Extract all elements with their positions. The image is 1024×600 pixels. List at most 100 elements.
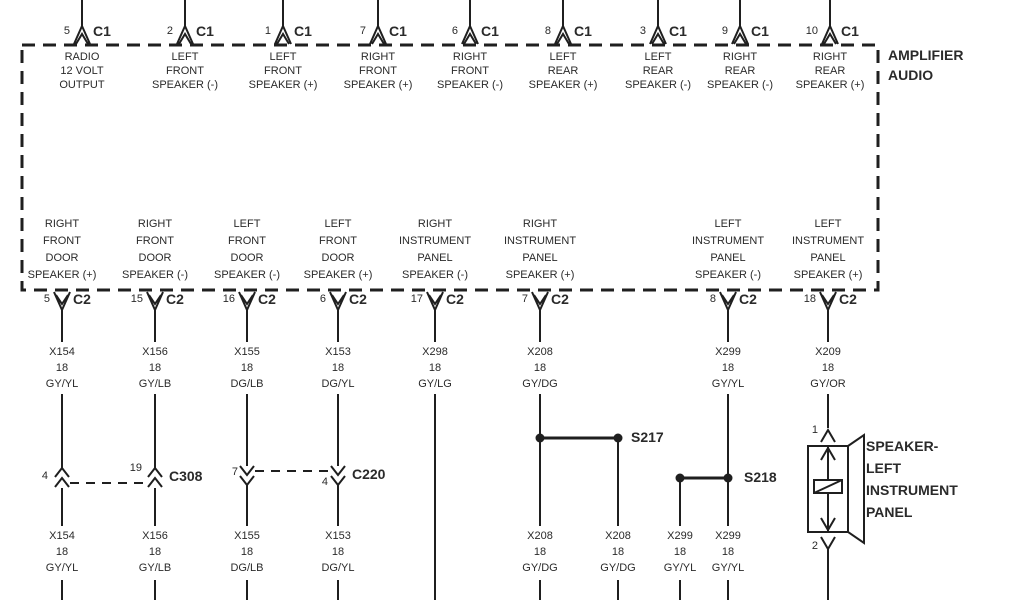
label-line: SPEAKER (+) <box>303 269 373 281</box>
wire-x299-splice-s218 <box>679 394 729 600</box>
speaker-title-line: SPEAKER- <box>866 438 939 454</box>
label-line: PANEL <box>417 252 453 264</box>
wire-color: GY/DG <box>600 562 636 574</box>
wire-color: DG/YL <box>321 562 355 574</box>
amplifier-title-line: AMPLIFIER <box>888 47 964 63</box>
wire-gauge: 18 <box>55 546 69 558</box>
wire-x208-splice-s217 <box>539 394 619 600</box>
wire-gauge: 18 <box>533 546 547 558</box>
s217-name: S217 <box>631 429 664 445</box>
wire-gauge: 18 <box>331 362 345 374</box>
c2-terminal-label-5: RIGHT INSTRUMENT PANEL SPEAKER (+) <box>485 216 595 284</box>
c1-pin-4: 6 <box>451 25 458 37</box>
label-line: SPEAKER (+) <box>343 79 413 91</box>
wire-color: DG/LB <box>230 562 264 574</box>
wire-label-lower-1: X156 18 GY/LB <box>115 528 195 576</box>
c2-pin-2: 16 <box>222 293 235 305</box>
wire-gauge: 18 <box>533 362 547 374</box>
label-line: 12 VOLT <box>60 65 104 77</box>
c2-terminal-label-4: RIGHT INSTRUMENT PANEL SPEAKER (-) <box>380 216 490 284</box>
wire-color: GY/LB <box>138 562 172 574</box>
label-line: SPEAKER (-) <box>624 79 691 91</box>
label-line: PANEL <box>810 252 846 264</box>
wire-label-upper-0: X154 18 GY/YL <box>22 344 102 392</box>
c2-terminal-label-3: LEFT FRONT DOOR SPEAKER (+) <box>283 216 393 284</box>
circuit-number: X153 <box>325 346 351 358</box>
wire-label-upper-2: X155 18 DG/LB <box>207 344 287 392</box>
wire-label-lower-6: X299 18 GY/YL <box>640 528 720 576</box>
c308-chevron-icon <box>54 466 70 488</box>
label-line: LEFT <box>171 51 199 63</box>
label-line: INSTRUMENT <box>791 235 865 247</box>
c2-pin-3: 6 <box>319 293 326 305</box>
c2-pin-0: 5 <box>43 293 50 305</box>
c1-name-1: C1 <box>196 23 214 39</box>
wire-gauge: 18 <box>821 362 835 374</box>
wire-label-upper-4: X298 18 GY/LG <box>395 344 475 392</box>
c2-name-0: C2 <box>73 291 91 307</box>
wire-label-upper-3: X153 18 DG/YL <box>298 344 378 392</box>
label-line: SPEAKER (-) <box>706 79 773 91</box>
label-line: FRONT <box>451 65 489 77</box>
circuit-number: X299 <box>667 530 693 542</box>
wire-color: GY/LG <box>418 378 452 390</box>
wire-color: GY/DG <box>522 562 558 574</box>
circuit-number: X299 <box>715 346 741 358</box>
c1-name-0: C1 <box>93 23 111 39</box>
label-line: SPEAKER (-) <box>401 269 468 281</box>
c2-name-3: C2 <box>349 291 367 307</box>
label-line: LEFT <box>714 218 742 230</box>
speaker-title-line: INSTRUMENT <box>866 482 958 498</box>
speaker-pin2-chevron-icon <box>820 536 836 551</box>
label-line: FRONT <box>319 235 357 247</box>
wire-gauge: 18 <box>148 546 162 558</box>
wire-gauge: 18 <box>331 546 345 558</box>
wire-x154 <box>54 394 70 600</box>
wire-gauge: 18 <box>721 362 735 374</box>
c2-name-4: C2 <box>446 291 464 307</box>
c1-pin-0: 5 <box>63 25 70 37</box>
label-line: SPEAKER (-) <box>151 79 218 91</box>
c1-name-3: C1 <box>389 23 407 39</box>
c2-pin-6: 8 <box>709 293 716 305</box>
c1-pin-1: 2 <box>166 25 173 37</box>
circuit-number: X209 <box>815 346 841 358</box>
wire-x209-speaker <box>807 394 865 600</box>
wire-color: GY/YL <box>711 378 745 390</box>
wire-color: GY/DG <box>522 378 558 390</box>
c1-pin-6: 3 <box>639 25 646 37</box>
c220-chevron-icon <box>330 465 346 487</box>
c1-terminal-label-3: RIGHT FRONT SPEAKER (+) <box>326 50 430 92</box>
wire-color: GY/YL <box>45 562 79 574</box>
splice-dot-icons <box>535 433 733 483</box>
c2-name-5: C2 <box>551 291 569 307</box>
wire-label-upper-1: X156 18 GY/LB <box>115 344 195 392</box>
label-line: PANEL <box>522 252 558 264</box>
wire-color: GY/OR <box>810 378 846 390</box>
c2-pin-5: 7 <box>521 293 528 305</box>
circuit-number: X154 <box>49 530 75 542</box>
label-line: LEFT <box>644 51 672 63</box>
label-line: FRONT <box>264 65 302 77</box>
label-line: DOOR <box>138 252 172 264</box>
c1-name-2: C1 <box>294 23 312 39</box>
label-line: LEFT <box>324 218 352 230</box>
label-line: DOOR <box>321 252 355 264</box>
label-line: FRONT <box>166 65 204 77</box>
c308-right-pin: 19 <box>129 462 142 474</box>
c2-name-2: C2 <box>258 291 276 307</box>
circuit-number: X298 <box>422 346 448 358</box>
c220-right-pin: 4 <box>321 476 328 488</box>
label-line: FRONT <box>136 235 174 247</box>
label-line: SPEAKER (+) <box>505 269 575 281</box>
speaker-pin-top: 1 <box>811 424 818 436</box>
circuit-number: X155 <box>234 346 260 358</box>
c2-pin-4: 17 <box>410 293 423 305</box>
c2-pin-1: 15 <box>130 293 143 305</box>
wire-label-upper-5: X208 18 GY/DG <box>500 344 580 392</box>
speaker-inner-down-arrow-icon <box>820 517 836 532</box>
speaker-pin-bottom: 2 <box>811 540 818 552</box>
wire-color: GY/LB <box>138 378 172 390</box>
circuit-number: X154 <box>49 346 75 358</box>
c1-connector-fork-icons <box>73 0 839 45</box>
